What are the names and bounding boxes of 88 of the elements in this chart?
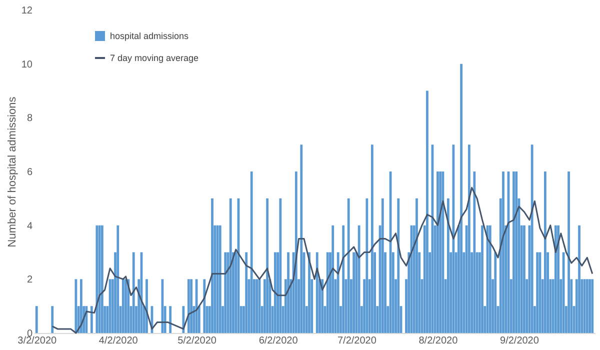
bar — [481, 225, 484, 333]
bar — [397, 198, 400, 333]
bar — [211, 198, 214, 333]
bar — [266, 198, 269, 333]
bar — [316, 252, 318, 333]
line-series — [52, 186, 594, 334]
bar — [488, 225, 492, 333]
bar — [287, 252, 290, 333]
bar — [224, 252, 227, 333]
bar — [308, 252, 310, 333]
bar — [452, 144, 455, 333]
x-tick-label: 5/2/2020 — [178, 336, 217, 346]
bar — [554, 225, 557, 333]
bar — [218, 225, 222, 333]
y-tick-label: 12 — [21, 6, 33, 16]
bar — [258, 279, 261, 333]
y-tick-label: 2 — [26, 274, 33, 286]
x-tick-label: 9/2/2020 — [500, 336, 540, 346]
bar — [439, 172, 442, 333]
bar — [436, 172, 439, 333]
bar — [294, 172, 298, 333]
bar — [416, 198, 418, 333]
bar — [116, 225, 120, 333]
bar — [279, 198, 282, 333]
bar — [347, 198, 350, 333]
bar — [300, 144, 303, 333]
bar — [544, 172, 546, 333]
bar — [274, 252, 276, 333]
bar — [370, 144, 374, 333]
bar — [530, 144, 534, 333]
bar — [512, 172, 515, 333]
bar — [229, 198, 232, 333]
bar — [352, 252, 356, 333]
bar — [245, 252, 248, 333]
bar — [187, 279, 190, 333]
bar — [321, 279, 324, 333]
bar — [591, 279, 594, 333]
bar — [538, 252, 542, 333]
bar — [536, 252, 539, 333]
y-tick-label: 4 — [26, 220, 33, 232]
bar — [190, 279, 192, 333]
x-tick-label: 4/2/2020 — [98, 336, 138, 346]
bar — [124, 279, 127, 333]
bar — [494, 252, 497, 333]
bar — [51, 306, 54, 333]
legend-label: 7 day moving average — [110, 53, 199, 63]
bar — [90, 306, 93, 333]
bar — [100, 225, 104, 333]
x-tick-label: 8/2/2020 — [418, 336, 458, 346]
bar — [74, 279, 78, 333]
bar — [336, 252, 340, 333]
bar — [203, 279, 206, 333]
x-tick-label: 7/2/2020 — [337, 336, 377, 346]
bar — [332, 225, 334, 333]
bar — [326, 252, 329, 333]
x-tick-label: 3/2/2020 — [18, 336, 58, 346]
bar — [35, 306, 38, 333]
bar — [132, 252, 135, 333]
bar — [96, 225, 98, 333]
y-tick-label: 10 — [21, 59, 33, 70]
bar — [588, 279, 591, 333]
bar — [80, 279, 82, 333]
bar — [502, 172, 504, 333]
bar — [473, 172, 476, 333]
bar — [381, 198, 384, 333]
bar — [358, 225, 360, 333]
bar — [426, 90, 428, 333]
bar — [256, 279, 258, 333]
bar — [568, 172, 570, 333]
legend-label: hospital admissions — [110, 31, 190, 41]
bar — [523, 225, 526, 333]
bar — [586, 279, 588, 333]
y-axis-title: Number of hospital admissions — [6, 96, 18, 248]
bar — [578, 225, 580, 333]
bar — [122, 279, 124, 333]
x-tick-label: 6/2/2020 — [258, 336, 298, 346]
y-tick-label: 6 — [26, 167, 33, 178]
bar — [557, 225, 560, 333]
bar — [169, 306, 172, 333]
bar — [446, 198, 450, 333]
bar — [366, 198, 368, 333]
bar — [342, 225, 345, 333]
bar — [250, 172, 253, 333]
y-tick-label: 8 — [26, 113, 33, 124]
bar — [515, 172, 518, 333]
bar — [468, 144, 470, 333]
bar — [460, 64, 463, 333]
bar — [146, 279, 148, 333]
